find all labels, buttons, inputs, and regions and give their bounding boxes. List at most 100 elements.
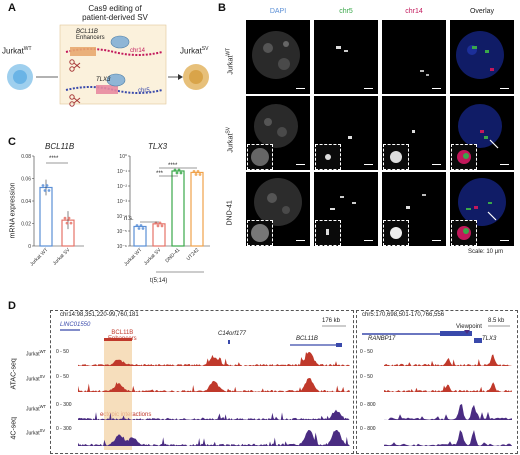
- atac-track-wt-right: [384, 354, 512, 366]
- bcl11b-point: [41, 184, 45, 187]
- gene-linc01550: LINC01550: [60, 322, 91, 328]
- tile-wt-chr5: [314, 20, 378, 94]
- bcl11b-ytick-label: 0.04: [21, 199, 31, 205]
- bcl11b-label: BCL11B Enhancers: [76, 29, 105, 41]
- tlx3-point: [137, 227, 141, 230]
- tlx3-point: [139, 224, 143, 227]
- bcl11b-point: [65, 221, 69, 225]
- tile-dnd-overlay: [450, 172, 514, 246]
- left-coords: chr14:98,351,220-99,760,181: [60, 312, 139, 318]
- right-coords: chr5:170,698,501-170,766,556: [362, 312, 445, 318]
- tlx3-point: [158, 221, 162, 225]
- enhancer-highlight: [104, 338, 132, 450]
- scale-text: Scale: 10 μm: [468, 249, 504, 255]
- c4-track-sv-left: [78, 430, 350, 446]
- tlx3-point: [135, 224, 139, 227]
- c4-track-wt-right: [384, 404, 512, 420]
- tile-sv-dapi: [246, 96, 310, 170]
- bcl11b-point: [63, 216, 67, 220]
- range-4c-sv-left: 0 - 300: [56, 426, 72, 432]
- panel-c: 0 0.02 0.04 0.06 0.08 Jurkat WT Jurkat SV 10⁰ 10…: [0, 138, 215, 288]
- tlx3-ytick-label: 10⁻⁶: [117, 244, 127, 250]
- track-label-4c-sv: JurkatSV: [26, 428, 46, 437]
- track-label-atac-sv: JurkatSV: [26, 374, 46, 383]
- tile-sv-chr5: [314, 96, 378, 170]
- tlx3-point: [141, 227, 145, 230]
- tlx3-ytick-label: 10⁻¹: [117, 169, 127, 175]
- tlx3-point: [194, 173, 198, 176]
- track-label-4c-wt: JurkatWT: [26, 404, 47, 413]
- left-scale: 176 kb: [322, 318, 341, 324]
- panel-a-label: A: [8, 2, 16, 14]
- tlx3-ytick-label: 10⁻³: [117, 199, 127, 205]
- col-header-overlay: Overlay: [469, 8, 495, 15]
- panel-a-title: Cas9 editing of patient-derived SV: [82, 4, 148, 22]
- track-label-atac-wt: JurkatWT: [26, 349, 47, 358]
- sig-three: ***: [156, 171, 164, 177]
- bcl11b-point: [45, 184, 49, 187]
- tile-wt-overlay: [450, 20, 514, 94]
- c4-track-wt-left: [78, 409, 350, 420]
- chart-title-tlx3: TLX3: [148, 142, 168, 151]
- tlx3-point: [173, 168, 177, 172]
- tile-sv-overlay: [450, 96, 514, 170]
- bcl11b-ytick-label: 0.02: [21, 222, 31, 228]
- range-4c-sv-right: 0 - 800: [360, 426, 376, 432]
- range-atac-wt-left: 0 - 50: [56, 349, 69, 355]
- atac-track-wt-left: [78, 352, 350, 366]
- sig-four: ****: [168, 163, 178, 169]
- c4-track-sv-right: [384, 430, 512, 446]
- sig-ns: n.s.: [124, 216, 134, 222]
- tlx3-bar: [152, 223, 166, 247]
- enhancer-bar: [104, 338, 132, 341]
- chr14-label: chr14: [130, 48, 146, 54]
- gene-tlx3: TLX3: [482, 336, 497, 342]
- tlx3-ytick-label: 10⁻²: [117, 184, 127, 190]
- tlx3-bar: [171, 170, 185, 247]
- panel-a-schematic: [7, 24, 209, 107]
- bcl11b-enhancer-block: [70, 47, 96, 56]
- chart-title-bcl11b: BCL11B: [45, 142, 75, 151]
- tile-wt-chr14: [382, 20, 446, 94]
- range-4c-wt-right: 0 - 800: [360, 402, 376, 408]
- tlx3-bar: [190, 171, 204, 247]
- viewpoint-label: Viewpoint: [456, 324, 482, 330]
- tlx3-label: TLX3: [96, 77, 111, 83]
- tlx3-point: [156, 224, 160, 228]
- tlx3-point: [179, 171, 183, 175]
- panel-d-label: D: [8, 300, 16, 312]
- panel-b-label: B: [218, 2, 226, 14]
- atac-track-sv-right: [384, 382, 512, 392]
- jurkat-wt-label: JurkatWT: [2, 46, 32, 56]
- tlx3-bar: [133, 225, 147, 247]
- tile-dnd-dapi: [246, 172, 310, 246]
- range-4c-wt-left: 0 - 300: [56, 402, 72, 408]
- range-atac-sv-left: 0 - 50: [56, 374, 69, 380]
- col-header-chr14: chr14: [405, 8, 423, 15]
- panel-a: Cas9 editing of patient-derived SV: [0, 0, 215, 120]
- jurkat-sv-label: JurkatSV: [180, 46, 209, 56]
- tlx3-point: [198, 173, 202, 176]
- atac-track-sv-left: [78, 378, 350, 392]
- tlx3-point: [160, 224, 164, 228]
- chr5-label: chr5: [138, 88, 150, 94]
- bcl11b-ytick-label: 0: [28, 244, 31, 250]
- range-atac-wt-right: 0 - 50: [360, 349, 373, 355]
- tlx3-ytick-label: 10⁰: [119, 154, 127, 160]
- tlx3-point: [192, 170, 196, 173]
- bcl11b-ytick-label: 0.08: [21, 154, 31, 160]
- panel-d-left-box: [50, 310, 354, 454]
- panel-c-label: C: [8, 136, 16, 148]
- tlx3-ytick-label: 10⁻⁵: [117, 229, 127, 235]
- bcl11b-point: [47, 189, 51, 192]
- tile-wt-dapi: [246, 20, 310, 94]
- bcl11b-point: [43, 189, 47, 192]
- tile-dnd-chr14: [382, 172, 446, 246]
- chr5-strand: [65, 86, 163, 94]
- tlx3-point: [175, 171, 179, 175]
- gene-bcl11b: BCL11B: [296, 336, 318, 342]
- tile-sv-chr14: [382, 96, 446, 170]
- group-label-t514: t(5;14): [150, 278, 168, 284]
- tlx3-point: [177, 168, 181, 172]
